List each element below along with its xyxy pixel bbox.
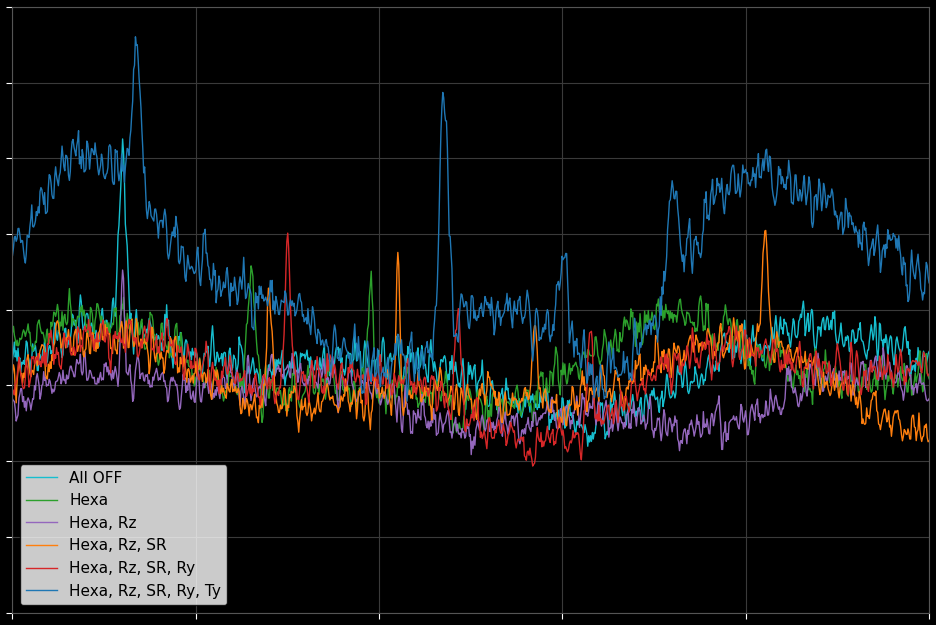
Hexa, Rz, SR, Ry	[740, 328, 752, 335]
Hexa, Rz, SR	[760, 227, 771, 234]
Hexa, Rz, SR, Ry, Ty	[724, 191, 735, 199]
Hexa, Rz	[378, 389, 389, 397]
Hexa	[100, 329, 111, 337]
Hexa, Rz, SR	[411, 385, 422, 392]
Hexa	[740, 333, 752, 341]
Hexa, Rz, SR, Ry, Ty	[638, 327, 650, 334]
All OFF	[582, 442, 593, 450]
Hexa, Rz	[117, 266, 128, 274]
Hexa, Rz, SR, Ry, Ty	[378, 372, 389, 380]
Hexa, Rz, SR	[636, 375, 648, 382]
Hexa, Rz, SR, Ry, Ty	[740, 166, 752, 173]
Hexa	[412, 394, 423, 402]
Hexa, Rz	[740, 407, 752, 414]
Legend: All OFF, Hexa, Hexa, Rz, Hexa, Rz, SR, Hexa, Rz, SR, Ry, Hexa, Rz, SR, Ry, Ty: All OFF, Hexa, Hexa, Rz, Hexa, Rz, SR, H…	[21, 464, 227, 605]
All OFF	[100, 316, 111, 324]
All OFF	[7, 355, 18, 362]
All OFF	[378, 339, 389, 347]
Hexa	[245, 262, 256, 269]
Hexa, Rz, SR	[377, 390, 388, 398]
Line: Hexa: Hexa	[12, 266, 929, 433]
Line: Hexa, Rz, SR, Ry: Hexa, Rz, SR, Ry	[12, 233, 929, 466]
Hexa	[924, 375, 935, 382]
Hexa, Rz, SR	[923, 438, 934, 446]
Hexa, Rz, SR, Ry, Ty	[924, 279, 935, 286]
Hexa, Rz, SR, Ry	[378, 369, 389, 376]
Hexa, Rz, SR, Ry	[924, 371, 935, 378]
Hexa, Rz, SR, Ry	[724, 322, 735, 330]
Hexa, Rz	[412, 414, 423, 421]
Hexa, Rz	[7, 395, 18, 402]
Hexa	[724, 315, 735, 322]
All OFF	[924, 348, 935, 356]
Hexa	[378, 391, 389, 398]
Hexa, Rz	[638, 411, 650, 419]
Hexa, Rz, SR, Ry	[412, 385, 423, 392]
Hexa, Rz, SR, Ry	[282, 229, 293, 237]
Hexa, Rz, SR, Ry	[100, 332, 111, 339]
Line: Hexa, Rz: Hexa, Rz	[12, 270, 929, 454]
All OFF	[412, 349, 423, 356]
All OFF	[117, 135, 128, 142]
Hexa, Rz, SR, Ry	[7, 386, 18, 393]
Hexa, Rz, SR, Ry, Ty	[130, 33, 141, 41]
Hexa, Rz, SR, Ry, Ty	[413, 367, 424, 374]
Hexa, Rz, SR, Ry, Ty	[7, 252, 18, 259]
Hexa, Rz	[100, 359, 111, 366]
All OFF	[638, 416, 650, 423]
Hexa, Rz, SR	[924, 438, 935, 445]
Hexa, Rz, SR, Ry	[527, 462, 538, 470]
Hexa	[7, 329, 18, 336]
Hexa, Rz	[924, 395, 935, 402]
Hexa	[638, 329, 650, 336]
Hexa, Rz, SR	[100, 332, 111, 339]
Hexa, Rz, SR	[722, 346, 733, 353]
Line: Hexa, Rz, SR: Hexa, Rz, SR	[12, 231, 929, 442]
Hexa, Rz, SR, Ry, Ty	[402, 398, 413, 405]
Hexa, Rz, SR, Ry	[638, 386, 650, 394]
Line: Hexa, Rz, SR, Ry, Ty: Hexa, Rz, SR, Ry, Ty	[12, 37, 929, 401]
Hexa, Rz, SR	[739, 353, 750, 361]
Hexa, Rz	[724, 419, 735, 427]
Hexa, Rz, SR, Ry, Ty	[100, 171, 111, 178]
All OFF	[724, 349, 735, 356]
Hexa, Rz	[465, 451, 476, 458]
Hexa	[447, 429, 459, 437]
All OFF	[740, 336, 752, 343]
Hexa, Rz, SR	[7, 369, 18, 377]
Line: All OFF: All OFF	[12, 139, 929, 446]
